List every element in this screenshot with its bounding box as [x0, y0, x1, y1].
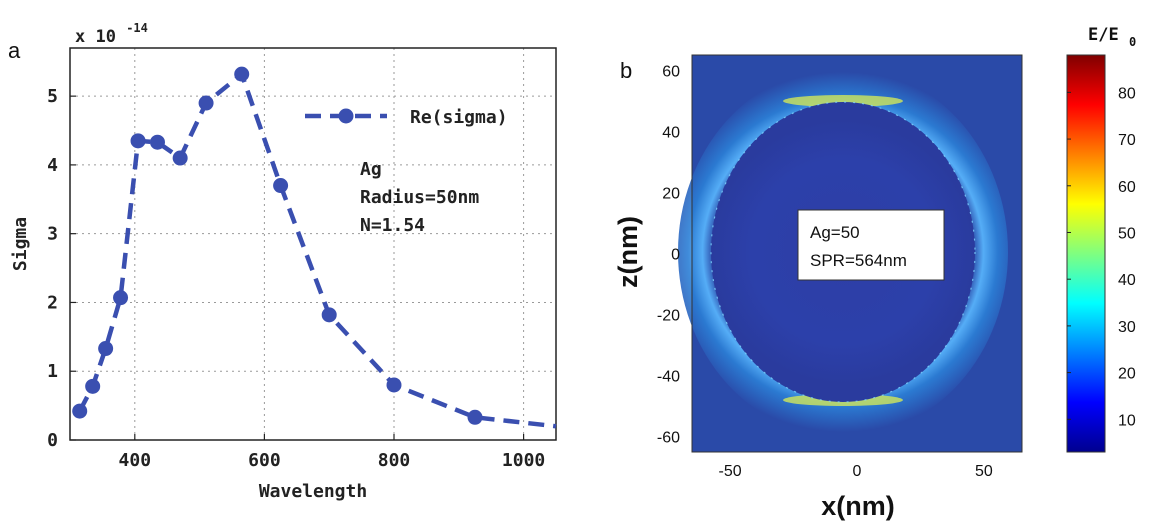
heatmap-frame: [691, 54, 1023, 453]
annotation-block: Ag Radius=50nm N=1.54: [360, 159, 479, 236]
y-tick-labels: 0 1 2 3 4 5: [47, 86, 58, 451]
heatmap-x-tick: 50: [975, 463, 993, 480]
colorbar-tick: 70: [1118, 132, 1136, 149]
annotation-material-size: Ag=50: [810, 223, 860, 242]
data-point: [98, 341, 114, 357]
multiplier-base: x 10: [75, 27, 116, 47]
data-point: [172, 150, 188, 166]
colorbar-tick: 80: [1118, 85, 1136, 102]
heatmap-x-axis-label: x(nm): [821, 491, 895, 521]
heatmap-y-tick: 60: [662, 63, 680, 80]
panel-b: b Ag=50 SPR=564nm -50 0 50 60 40 20 0 -20 -40 -6…: [613, 25, 1136, 521]
x-tick-label: 600: [248, 450, 281, 471]
y-tick-label: 2: [47, 292, 58, 313]
x-axis-label: Wavelength: [259, 481, 367, 502]
x-tick-label: 800: [378, 450, 411, 471]
annotation-box: [797, 209, 945, 281]
colorbar-title-main: E/E: [1088, 25, 1119, 45]
data-point: [273, 178, 289, 194]
heatmap-y-tick: 20: [662, 185, 680, 202]
annotation-spr: SPR=564nm: [810, 251, 907, 270]
data-point: [72, 403, 88, 419]
y-tick-label: 4: [47, 155, 58, 176]
y-axis-label: Sigma: [10, 217, 31, 271]
x-tick-labels: 400 600 800 1000: [119, 450, 546, 471]
panel-a-label: a: [8, 38, 21, 63]
colorbar-tick: 10: [1118, 412, 1136, 429]
colorbar-title-sub: 0: [1129, 35, 1136, 49]
data-point: [234, 66, 250, 82]
legend: Re(sigma): [305, 107, 508, 128]
y-tick-label: 0: [47, 430, 58, 451]
plot-frame: [69, 47, 557, 441]
data-point: [85, 378, 101, 394]
y-tick-label: 5: [47, 86, 58, 107]
legend-entry-re-sigma: Re(sigma): [410, 107, 508, 128]
hotspot-top: [783, 95, 903, 107]
y-tick-label: 3: [47, 224, 58, 245]
heatmap-annotation: Ag=50 SPR=564nm: [797, 209, 945, 281]
x-tick-label: 400: [119, 450, 152, 471]
heatmap-y-tick: -60: [657, 430, 680, 447]
panel-a: a x 10 -14 400 600 800 1000 0 1 2 3 4 5 Waveleng…: [8, 21, 557, 502]
multiplier-exponent: -14: [126, 21, 148, 35]
heatmap-y-tick: 0: [671, 247, 680, 264]
colorbar-tick: 50: [1118, 225, 1136, 242]
annotation-radius: Radius=50nm: [360, 187, 479, 208]
heatmap-y-tick: -20: [657, 308, 680, 325]
colorbar-tick: 20: [1118, 366, 1136, 383]
colorbar-title: E/E 0: [1088, 25, 1136, 49]
annotation-material: Ag: [360, 159, 382, 180]
data-point: [386, 377, 402, 393]
colorbar-tick: 60: [1118, 179, 1136, 196]
series-re-sigma: [72, 66, 557, 429]
heatmap-right-edge: [1010, 55, 1022, 452]
data-point: [130, 133, 146, 149]
colorbar-tick-labels: 80 70 60 50 40 30 20 10: [1067, 85, 1136, 429]
data-point: [198, 95, 214, 111]
data-point: [149, 134, 165, 150]
y-tick-label: 1: [47, 361, 58, 382]
annotation-index: N=1.54: [360, 215, 425, 236]
legend-marker: [338, 108, 354, 124]
x-tick-label: 1000: [502, 450, 545, 471]
heatmap-y-tick-labels: 60 40 20 0 -20 -40 -60: [657, 63, 680, 446]
heatmap-x-tick: 0: [853, 463, 862, 480]
data-point: [321, 307, 337, 323]
heatmap-x-tick: -50: [719, 463, 742, 480]
heatmap-y-tick: -40: [657, 369, 680, 386]
heatmap-y-axis-label: z(nm): [613, 216, 643, 288]
colorbar-gradient: [1066, 54, 1106, 453]
panel-b-label: b: [620, 58, 632, 83]
colorbar: E/E 0 80 70 60 50 40 30 20 10: [1066, 25, 1136, 453]
colorbar-tick: 40: [1118, 272, 1136, 289]
series-line: [77, 71, 557, 429]
data-point: [113, 290, 129, 306]
nanoparticle-rim: [710, 101, 976, 403]
colorbar-tick: 30: [1118, 319, 1136, 336]
heatmap-y-tick: 40: [662, 124, 680, 141]
multiplier-label: x 10 -14: [75, 21, 148, 47]
data-point: [467, 409, 483, 425]
heatmap-x-tick-labels: -50 0 50: [719, 463, 993, 480]
